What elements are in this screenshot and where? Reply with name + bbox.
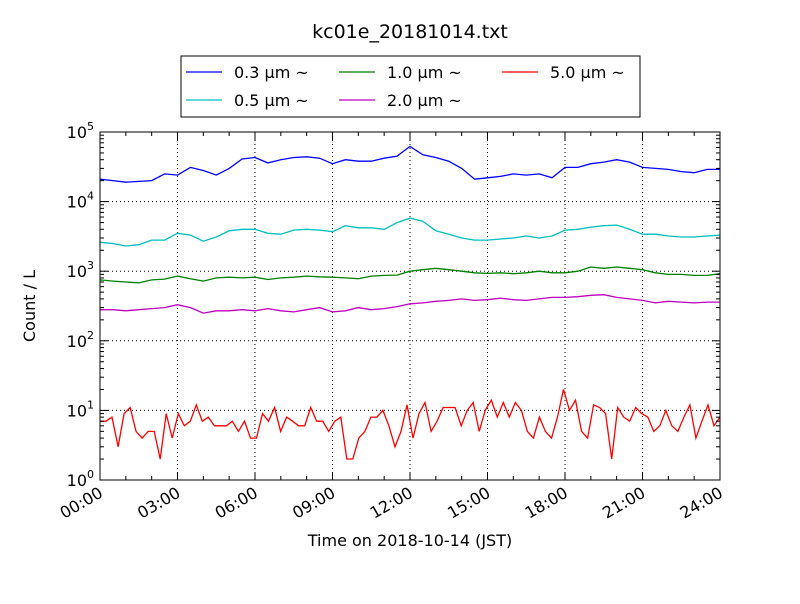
x-tick-label: 21:00	[599, 483, 648, 523]
x-tick-label: 24:00	[677, 483, 726, 523]
y-tick-base: 10	[67, 401, 87, 420]
y-tick-label: 101	[67, 398, 94, 420]
axis-ticks: 00:00 03:00 06:00 09:00 12:00 15:00 18:00 21:00…	[57, 120, 726, 523]
x-tick-label: 09:00	[289, 483, 338, 523]
legend: 0.3 μm ~ 0.5 μm ~ 1.0 μm ~ 2.0 μm ~ 5.0 μm ~	[180, 55, 641, 118]
y-tick-exponent: 3	[87, 259, 94, 272]
y-tick-exponent: 0	[87, 468, 94, 481]
series-group	[99, 145, 721, 460]
y-tick-label: 104	[67, 190, 94, 212]
y-tick-label: 103	[67, 259, 94, 281]
legend-label: 5.0 μm ~	[550, 63, 625, 82]
legend-item: 0.3 μm ~	[186, 63, 309, 82]
y-tick-label: 105	[67, 120, 94, 142]
y-tick-exponent: 2	[87, 329, 94, 342]
legend-item: 5.0 μm ~	[502, 63, 625, 82]
chart-title: kc01e_20181014.txt	[312, 21, 508, 43]
legend-frame	[180, 55, 641, 118]
y-tick-base: 10	[67, 332, 87, 351]
x-tick-label: 06:00	[212, 483, 261, 523]
y-tick-exponent: 4	[87, 190, 94, 203]
grid	[100, 132, 720, 480]
x-tick-label: 15:00	[444, 483, 493, 523]
y-tick-exponent: 5	[87, 120, 94, 133]
series-line-0.5	[99, 217, 721, 247]
x-tick-label: 12:00	[367, 483, 416, 523]
y-tick-exponent: 1	[87, 398, 94, 411]
x-tick-label: 03:00	[134, 483, 183, 523]
y-tick-base: 10	[67, 193, 87, 212]
y-axis-label: Count / L	[20, 270, 39, 342]
x-tick-label: 18:00	[522, 483, 571, 523]
legend-label: 2.0 μm ~	[387, 91, 462, 110]
series-line-1.0	[99, 266, 721, 284]
legend-label: 1.0 μm ~	[387, 63, 462, 82]
y-tick-base: 10	[67, 123, 87, 142]
legend-label: 0.3 μm ~	[234, 63, 309, 82]
series-line-0.3	[99, 145, 720, 183]
x-axis-label: Time on 2018-10-14 (JST)	[307, 531, 512, 550]
y-tick-base: 10	[67, 262, 87, 281]
y-tick-base: 10	[67, 471, 87, 490]
legend-label: 0.5 μm ~	[234, 91, 309, 110]
legend-item: 2.0 μm ~	[339, 91, 462, 110]
series-line-2.0	[100, 294, 720, 314]
legend-item: 0.5 μm ~	[186, 91, 309, 110]
y-tick-label: 102	[67, 329, 94, 351]
series-line-5.0	[100, 389, 721, 460]
legend-item: 1.0 μm ~	[339, 63, 462, 82]
y-tick-label: 100	[67, 468, 94, 490]
